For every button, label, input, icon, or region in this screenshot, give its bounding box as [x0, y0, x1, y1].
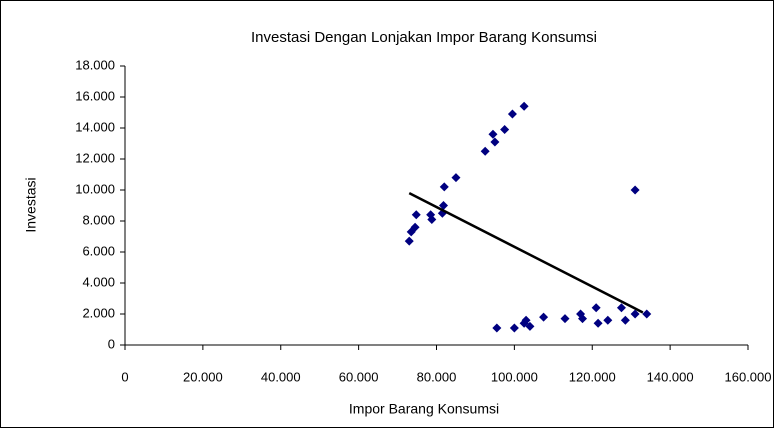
point	[439, 201, 449, 210]
point	[411, 210, 421, 220]
point	[560, 314, 570, 324]
x-tick-label: 120.000	[569, 369, 616, 384]
y-tick-label: 0	[108, 336, 115, 351]
point	[404, 236, 414, 246]
y-tick-label: 8.000	[82, 212, 115, 227]
point	[451, 173, 461, 183]
x-tick-label: 140.000	[647, 369, 694, 384]
point	[500, 125, 510, 135]
x-tick-label: 20.000	[183, 369, 223, 384]
point	[578, 314, 588, 324]
point	[593, 318, 603, 328]
y-axis-label: Investasi	[23, 177, 39, 232]
x-tick-label: 80.000	[417, 369, 457, 384]
point	[490, 137, 500, 147]
point	[427, 214, 437, 224]
point	[488, 129, 498, 139]
x-tick-label: 0	[121, 369, 128, 384]
chart-title: Investasi Dengan Lonjakan Impor Barang K…	[251, 29, 597, 46]
x-tick-label: 100.000	[491, 369, 538, 384]
point	[630, 309, 640, 319]
y-tick-label: 2.000	[82, 305, 115, 320]
point	[539, 312, 549, 322]
point	[616, 303, 626, 313]
point	[492, 323, 502, 333]
point	[642, 309, 652, 319]
point	[439, 182, 449, 192]
y-tick-label: 16.000	[75, 88, 115, 103]
point	[521, 315, 531, 325]
trendline	[408, 191, 644, 314]
point	[620, 315, 630, 325]
x-tick-label: 160.000	[725, 369, 772, 384]
point	[525, 321, 535, 331]
point	[480, 146, 490, 156]
point	[507, 109, 517, 119]
y-tick-label: 14.000	[75, 119, 115, 134]
y-tick-label: 12.000	[75, 150, 115, 165]
point	[603, 315, 613, 325]
y-tick-label: 4.000	[82, 274, 115, 289]
x-tick-label: 60.000	[339, 369, 379, 384]
y-tick-label: 18.000	[75, 57, 115, 72]
x-tick-label: 40.000	[261, 369, 301, 384]
point	[410, 222, 420, 232]
point	[519, 101, 529, 111]
point	[591, 303, 601, 313]
y-tick-label: 10.000	[75, 181, 115, 196]
point	[630, 185, 640, 195]
y-tick-label: 6.000	[82, 243, 115, 258]
x-axis-label: Impor Barang Konsumsi	[349, 401, 499, 417]
point	[509, 323, 519, 333]
